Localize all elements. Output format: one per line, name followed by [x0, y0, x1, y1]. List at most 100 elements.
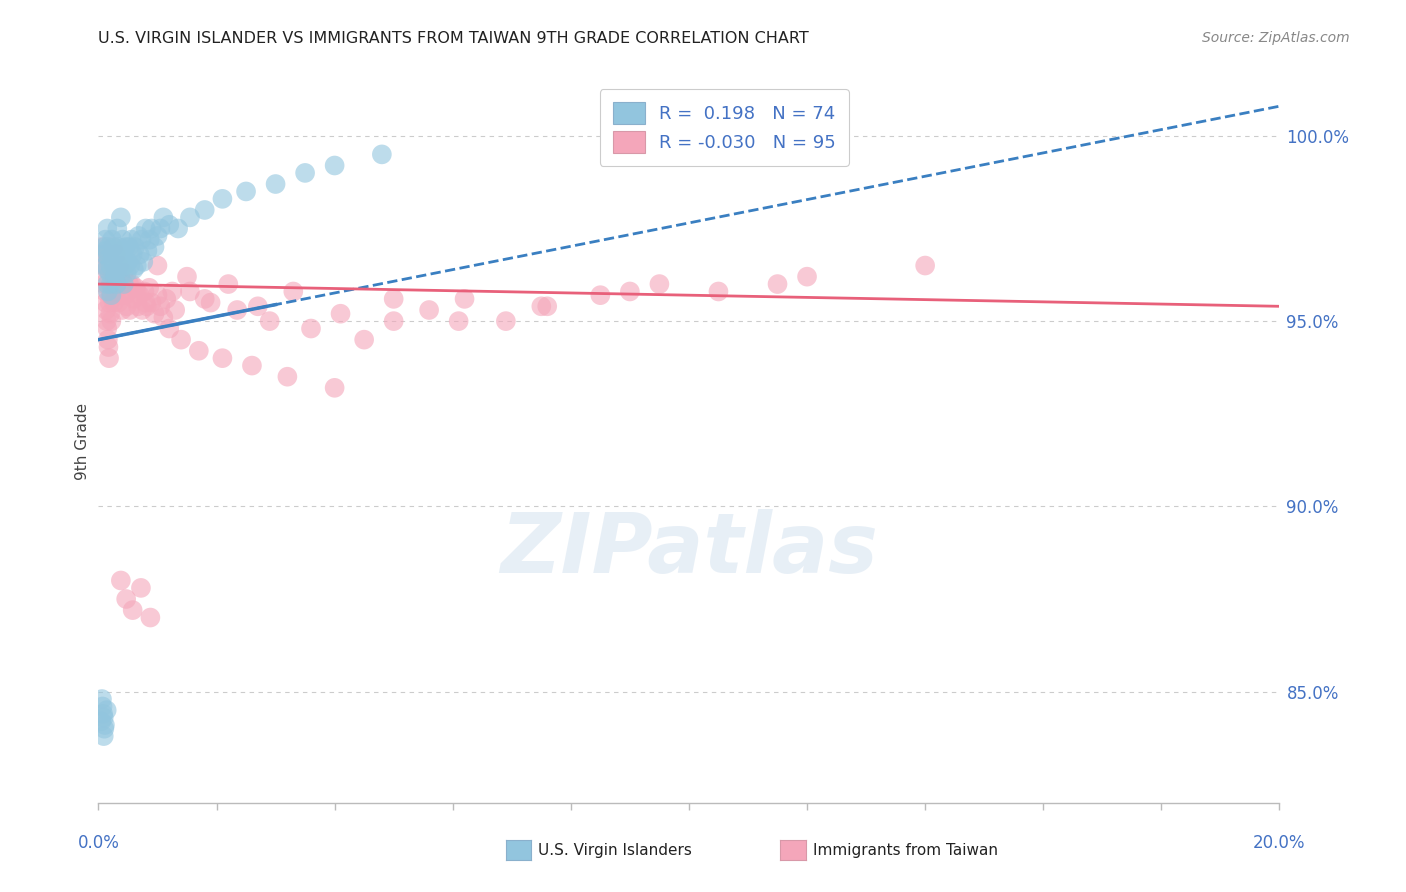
- Point: [707, 285, 730, 299]
- Y-axis label: 9th Grade: 9th Grade: [75, 403, 90, 480]
- Point: [128, 228, 150, 243]
- Point: [127, 299, 149, 313]
- Point: [135, 295, 157, 310]
- Point: [211, 351, 233, 366]
- Text: U.S. VIRGIN ISLANDER VS IMMIGRANTS FROM TAIWAN 9TH GRADE CORRELATION CHART: U.S. VIRGIN ISLANDER VS IMMIGRANTS FROM …: [98, 31, 810, 46]
- Point: [246, 299, 269, 313]
- Point: [93, 277, 115, 291]
- Point: [136, 244, 159, 258]
- Point: [94, 233, 117, 247]
- Point: [115, 592, 138, 607]
- Point: [111, 233, 134, 247]
- Point: [141, 221, 163, 235]
- Point: [103, 240, 125, 254]
- Point: [129, 581, 152, 595]
- Point: [104, 269, 127, 284]
- Point: [121, 247, 143, 261]
- Point: [264, 177, 287, 191]
- Text: 0.0%: 0.0%: [77, 834, 120, 852]
- Point: [97, 240, 120, 254]
- Point: [179, 211, 201, 225]
- Point: [101, 277, 124, 291]
- Point: [155, 292, 177, 306]
- Point: [766, 277, 789, 291]
- Point: [93, 729, 115, 743]
- Point: [418, 303, 440, 318]
- Point: [453, 292, 475, 306]
- Point: [91, 699, 114, 714]
- Point: [226, 303, 249, 318]
- Point: [118, 277, 141, 291]
- Text: ZIPatlas: ZIPatlas: [501, 509, 877, 591]
- Text: U.S. Virgin Islanders: U.S. Virgin Islanders: [538, 843, 692, 857]
- Point: [110, 288, 132, 302]
- Point: [121, 233, 143, 247]
- Point: [110, 269, 132, 284]
- Text: Immigrants from Taiwan: Immigrants from Taiwan: [813, 843, 998, 857]
- Point: [371, 147, 394, 161]
- Point: [323, 159, 346, 173]
- Point: [96, 277, 118, 291]
- Point: [112, 266, 135, 280]
- Point: [105, 262, 128, 277]
- Point: [283, 285, 305, 299]
- Point: [124, 240, 146, 254]
- Point: [115, 299, 138, 313]
- Point: [91, 706, 114, 721]
- Point: [796, 269, 818, 284]
- Point: [146, 228, 169, 243]
- Point: [211, 192, 233, 206]
- Point: [112, 247, 135, 261]
- Point: [146, 259, 169, 273]
- Point: [152, 310, 174, 325]
- Point: [94, 295, 117, 310]
- Point: [117, 285, 139, 299]
- Point: [128, 247, 150, 261]
- Point: [93, 722, 115, 736]
- Point: [98, 251, 121, 265]
- Point: [128, 288, 150, 302]
- Point: [98, 351, 121, 366]
- Point: [108, 240, 131, 254]
- Point: [105, 247, 128, 261]
- Point: [94, 718, 117, 732]
- Point: [111, 303, 134, 318]
- Point: [121, 603, 143, 617]
- Point: [93, 266, 115, 280]
- Point: [101, 233, 124, 247]
- Point: [187, 343, 209, 358]
- Point: [495, 314, 517, 328]
- Point: [114, 259, 136, 273]
- Point: [108, 259, 131, 273]
- Point: [149, 299, 172, 313]
- Point: [530, 299, 553, 313]
- Point: [125, 259, 148, 273]
- Point: [447, 314, 470, 328]
- Point: [100, 314, 122, 328]
- Point: [98, 307, 121, 321]
- Point: [176, 269, 198, 284]
- Point: [93, 240, 115, 254]
- Point: [121, 277, 143, 291]
- Point: [329, 307, 352, 321]
- Point: [382, 292, 405, 306]
- Point: [536, 299, 558, 313]
- Point: [914, 259, 936, 273]
- Point: [96, 262, 118, 277]
- Point: [125, 285, 148, 299]
- Point: [152, 211, 174, 225]
- Text: 20.0%: 20.0%: [1253, 834, 1306, 852]
- Point: [100, 288, 122, 302]
- Point: [118, 240, 141, 254]
- Point: [353, 333, 375, 347]
- Point: [382, 314, 405, 328]
- Point: [90, 714, 112, 729]
- Legend: R =  0.198   N = 74, R = -0.030   N = 95: R = 0.198 N = 74, R = -0.030 N = 95: [600, 89, 849, 166]
- Point: [105, 221, 128, 235]
- Point: [96, 321, 118, 335]
- Point: [138, 281, 160, 295]
- Point: [98, 266, 121, 280]
- Point: [112, 277, 135, 291]
- Point: [149, 221, 172, 235]
- Point: [96, 314, 118, 328]
